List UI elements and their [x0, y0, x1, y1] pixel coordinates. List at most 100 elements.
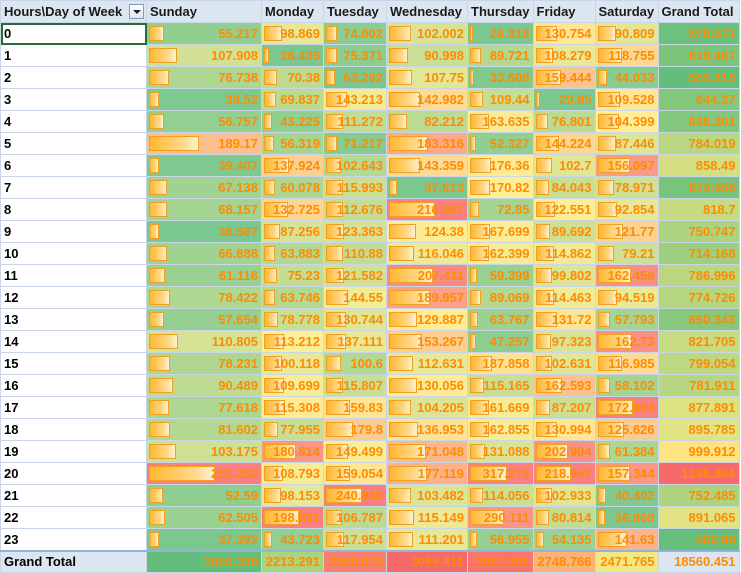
filter-dropdown-icon[interactable] [129, 4, 144, 19]
value-cell[interactable]: 784.019 [657, 132, 740, 155]
value-cell[interactable]: 43.723 [261, 528, 324, 551]
value-cell[interactable]: 107.908 [146, 44, 262, 67]
row-header[interactable]: 9 [0, 220, 147, 243]
value-cell[interactable]: 125.626 [594, 418, 659, 441]
value-cell[interactable]: 177.119 [386, 462, 468, 485]
value-cell[interactable]: 115.308 [261, 396, 324, 419]
value-cell[interactable]: 90.809 [594, 22, 659, 45]
value-cell[interactable]: 818.7 [657, 198, 740, 221]
value-cell[interactable]: 638.301 [657, 110, 740, 133]
value-cell[interactable]: 122.551 [532, 198, 596, 221]
value-cell[interactable]: 159.054 [323, 462, 387, 485]
value-cell[interactable]: 163.635 [467, 110, 534, 133]
grand-total-cell[interactable]: 3022.301 [467, 549, 534, 573]
row-header[interactable]: 10 [0, 242, 147, 265]
grand-total-cell[interactable]: 2968.079 [323, 549, 387, 573]
value-cell[interactable]: 183.316 [386, 132, 468, 155]
row-header[interactable]: 13 [0, 308, 147, 331]
value-cell[interactable]: 161.669 [467, 396, 534, 419]
row-header[interactable]: 20 [0, 462, 147, 485]
value-cell[interactable]: 108.279 [532, 44, 596, 67]
value-cell[interactable]: 167.699 [467, 220, 534, 243]
row-header[interactable]: 23 [0, 528, 147, 551]
value-cell[interactable]: 56.319 [261, 132, 324, 155]
grand-total-cell[interactable]: 3069.411 [386, 549, 468, 573]
value-cell[interactable]: 112.631 [386, 352, 468, 375]
value-cell[interactable]: 137.111 [323, 330, 387, 353]
row-header[interactable]: 0 [0, 22, 147, 45]
value-cell[interactable]: 100.118 [261, 352, 324, 375]
value-cell[interactable]: 129.887 [386, 308, 468, 331]
value-cell[interactable]: 75.371 [323, 44, 387, 67]
column-header-sunday[interactable]: Sunday [146, 0, 262, 23]
value-cell[interactable]: 179.8 [323, 418, 387, 441]
value-cell[interactable]: 143.359 [386, 154, 468, 177]
value-cell[interactable]: 240.869 [323, 484, 387, 507]
value-cell[interactable]: 62.505 [146, 506, 262, 529]
value-cell[interactable]: 132.725 [261, 198, 324, 221]
row-header[interactable]: 16 [0, 374, 147, 397]
value-cell[interactable]: 54.135 [532, 528, 596, 551]
value-cell[interactable]: 104.399 [594, 110, 659, 133]
value-cell[interactable]: 144.55 [323, 286, 387, 309]
grand-total-cell[interactable]: 2213.291 [261, 549, 324, 573]
value-cell[interactable]: 891.065 [657, 506, 740, 529]
value-cell[interactable]: 578.571 [657, 22, 740, 45]
value-cell[interactable]: 67.138 [146, 176, 262, 199]
row-header[interactable]: 17 [0, 396, 147, 419]
row-header[interactable]: 22 [0, 506, 147, 529]
value-cell[interactable]: 136.953 [386, 418, 468, 441]
value-cell[interactable]: 131.72 [532, 308, 596, 331]
value-cell[interactable]: 110.88 [323, 242, 387, 265]
value-cell[interactable]: 94.519 [594, 286, 659, 309]
column-header-saturday[interactable]: Saturday [594, 0, 659, 23]
value-cell[interactable]: 619.467 [657, 44, 740, 67]
value-cell[interactable]: 858.49 [657, 154, 740, 177]
value-cell[interactable]: 207.411 [386, 264, 468, 287]
value-cell[interactable]: 162.73 [594, 330, 659, 353]
value-cell[interactable]: 111.201 [386, 528, 468, 551]
value-cell[interactable]: 170.82 [467, 176, 534, 199]
value-cell[interactable]: 79.21 [594, 242, 659, 265]
value-cell[interactable]: 895.785 [657, 418, 740, 441]
value-cell[interactable]: 82.212 [386, 110, 468, 133]
value-cell[interactable]: 714.168 [657, 242, 740, 265]
value-cell[interactable]: 218.047 [532, 462, 596, 485]
value-cell[interactable]: 104.205 [386, 396, 468, 419]
value-cell[interactable]: 57.793 [594, 308, 659, 331]
value-cell[interactable]: 89.069 [467, 286, 534, 309]
value-cell[interactable]: 144.224 [532, 132, 596, 155]
value-cell[interactable]: 130.994 [532, 418, 596, 441]
value-cell[interactable]: 77.955 [261, 418, 324, 441]
value-cell[interactable]: 159.444 [532, 66, 596, 89]
value-cell[interactable]: 121.77 [594, 220, 659, 243]
value-cell[interactable]: 102.7 [532, 154, 596, 177]
value-cell[interactable]: 60.078 [261, 176, 324, 199]
value-cell[interactable]: 109.44 [467, 88, 534, 111]
value-cell[interactable]: 251.252 [146, 462, 262, 485]
value-cell[interactable]: 87.207 [532, 396, 596, 419]
column-header-grand-total[interactable]: Grand Total [657, 0, 740, 23]
value-cell[interactable]: 130.744 [323, 308, 387, 331]
value-cell[interactable]: 317.275 [467, 462, 534, 485]
value-cell[interactable]: 116.046 [386, 242, 468, 265]
value-cell[interactable]: 103.175 [146, 440, 262, 463]
value-cell[interactable]: 799.054 [657, 352, 740, 375]
value-cell[interactable]: 162.855 [467, 418, 534, 441]
value-cell[interactable]: 78.778 [261, 308, 324, 331]
value-cell[interactable]: 115.149 [386, 506, 468, 529]
value-cell[interactable]: 28.435 [261, 44, 324, 67]
value-cell[interactable]: 290.111 [467, 506, 534, 529]
value-cell[interactable]: 52.327 [467, 132, 534, 155]
value-cell[interactable]: 644.37 [657, 88, 740, 111]
value-cell[interactable]: 106.787 [323, 506, 387, 529]
value-cell[interactable]: 137.924 [261, 154, 324, 177]
value-cell[interactable]: 58.102 [594, 374, 659, 397]
value-cell[interactable]: 103.482 [386, 484, 468, 507]
value-cell[interactable]: 89.692 [532, 220, 596, 243]
value-cell[interactable]: 98.869 [261, 22, 324, 45]
value-cell[interactable]: 198.831 [261, 506, 324, 529]
value-cell[interactable]: 116.985 [594, 352, 659, 375]
value-cell[interactable]: 89.721 [467, 44, 534, 67]
value-cell[interactable]: 112.676 [323, 198, 387, 221]
